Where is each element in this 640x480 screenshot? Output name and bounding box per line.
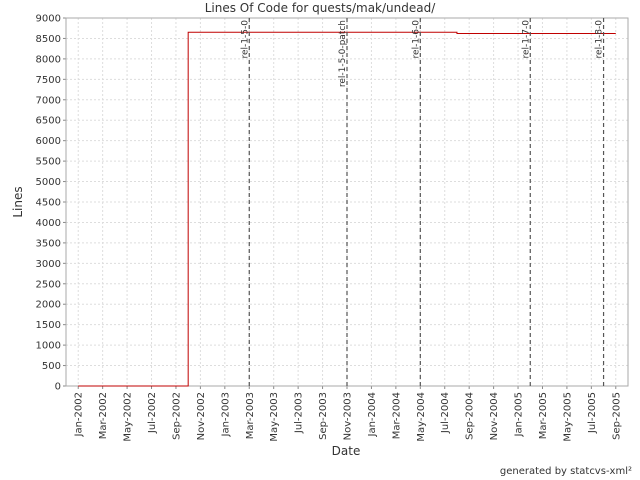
x-tick-label: Sep-2002 (171, 392, 182, 440)
y-tick-label: 1500 (36, 320, 61, 331)
y-tick-label: 4000 (36, 218, 61, 229)
x-tick-label: May-2004 (416, 392, 427, 442)
x-tick-label: Nov-2002 (196, 392, 207, 440)
y-tick-label: 5500 (36, 157, 61, 168)
x-tick-label: May-2005 (562, 392, 573, 442)
x-tick-label: Sep-2003 (318, 392, 329, 440)
x-tick-label: Sep-2005 (611, 392, 622, 440)
x-tick-label: Nov-2003 (343, 392, 354, 440)
y-tick-label: 5000 (36, 177, 61, 188)
x-tick-label: Jul-2003 (294, 392, 305, 434)
x-tick-label: Mar-2003 (245, 392, 256, 439)
x-tick-label: Sep-2004 (465, 392, 476, 440)
footer: generated by statcvs-xml² (500, 466, 632, 477)
x-tick-label: May-2003 (269, 392, 280, 442)
y-tick-label: 4500 (36, 198, 61, 209)
x-tick-label: Jul-2004 (440, 392, 451, 434)
x-tick-label: Jul-2002 (147, 392, 158, 434)
x-tick-label: Mar-2002 (98, 392, 109, 439)
y-tick-label: 3500 (36, 238, 61, 249)
x-tick-label: Mar-2005 (538, 392, 549, 439)
release-label: rel-1-8-0 (595, 20, 605, 59)
y-tick-label: 8500 (36, 34, 61, 45)
x-tick-label: Mar-2004 (391, 392, 402, 439)
release-label: rel-1-5-0 (240, 20, 250, 59)
y-tick-label: 0 (55, 382, 61, 393)
y-tick-label: 6000 (36, 136, 61, 147)
release-label: rel-1-7-0 (521, 20, 531, 59)
x-tick-label: May-2002 (123, 392, 134, 442)
release-label: rel-1-5-0-patch (338, 20, 348, 87)
x-tick-label: Jan-2003 (220, 392, 231, 437)
x-tick-label: Jan-2005 (514, 392, 525, 437)
y-tick-label: 7500 (36, 75, 61, 86)
series-line (78, 31, 616, 387)
chart-title: Lines Of Code for quests/mak/undead/ (205, 1, 436, 15)
release-label: rel-1-6-0 (411, 20, 421, 59)
x-tick-label: Jul-2005 (587, 392, 598, 434)
y-tick-label: 9000 (36, 14, 61, 25)
y-tick-label: 2000 (36, 300, 61, 311)
y-tick-label: 3000 (36, 259, 61, 270)
y-tick-label: 2500 (36, 279, 61, 290)
y-tick-label: 6500 (36, 116, 61, 127)
y-tick-label: 8000 (36, 54, 61, 65)
x-tick-label: Jan-2002 (74, 392, 85, 437)
y-tick-label: 500 (42, 361, 61, 372)
y-axis-label: Lines (11, 186, 25, 217)
y-tick-label: 7000 (36, 95, 61, 106)
x-tick-label: Nov-2004 (489, 392, 500, 440)
x-tick-label: Jan-2004 (367, 392, 378, 437)
x-axis-label: Date (332, 444, 361, 458)
y-tick-label: 1000 (36, 341, 61, 352)
